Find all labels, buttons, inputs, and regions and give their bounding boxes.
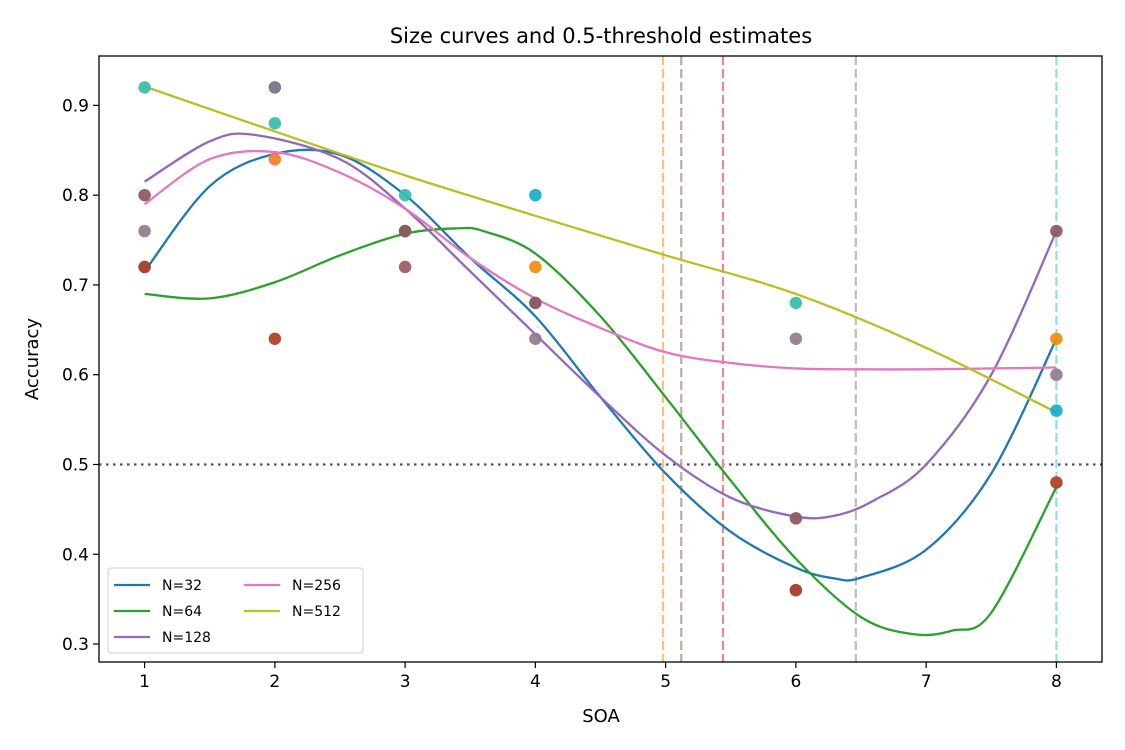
y-tick-label-0.9: 0.9 <box>62 96 89 116</box>
axes-frame <box>98 55 1103 663</box>
series-line-3 <box>143 132 1058 520</box>
x-axis-label: SOA <box>582 706 620 727</box>
chart-title: Size curves and 0.5-threshold estimates <box>390 24 812 48</box>
observed-point-3 <box>138 224 151 238</box>
x-tick-label-4: 4 <box>530 672 541 692</box>
x-tick-label-1: 1 <box>139 672 150 692</box>
observed-point-9 <box>398 188 412 202</box>
legend-box <box>107 567 364 654</box>
observed-point-24 <box>1050 476 1063 489</box>
x-tick-label-3: 3 <box>400 672 411 692</box>
observed-point-10 <box>398 224 412 238</box>
observed-point-4 <box>138 81 151 94</box>
observed-point-19 <box>789 583 803 597</box>
observed-point-8 <box>268 332 282 345</box>
legend: N=32 N=64 N=128 N=256 N=512 <box>107 567 364 654</box>
observed-point-1 <box>138 260 151 274</box>
plot-area: 1 2 3 4 5 6 7 8 0.3 0.4 0.5 0.6 0.7 0.8 0.9 N=32 N=64 N=1… <box>62 55 1103 692</box>
legend-label-3: N=128 <box>162 630 211 646</box>
observed-point-23 <box>1050 404 1063 417</box>
legend-label-5: N=512 <box>292 604 341 620</box>
y-tick-label-0.6: 0.6 <box>62 366 89 386</box>
observed-point-22 <box>1050 368 1063 381</box>
y-tick-label-0.7: 0.7 <box>62 276 89 296</box>
observed-point-20 <box>1050 224 1063 238</box>
series-line-2 <box>144 226 1058 637</box>
observed-point-21 <box>1050 332 1063 345</box>
legend-label-4: N=256 <box>292 578 341 594</box>
observed-point-13 <box>529 260 542 274</box>
y-tick-label-0.3: 0.3 <box>62 635 89 655</box>
legend-label-1: N=32 <box>162 578 202 594</box>
x-tick-label-8: 8 <box>1051 672 1062 692</box>
observed-point-6 <box>268 117 282 130</box>
observed-point-16 <box>789 296 803 310</box>
observed-point-11 <box>398 260 412 274</box>
y-axis-label: Accuracy <box>22 318 43 401</box>
x-tick-label-2: 2 <box>269 672 280 692</box>
observed-point-15 <box>529 332 542 345</box>
observed-point-5 <box>268 81 282 94</box>
observed-point-18 <box>789 512 803 525</box>
observed-point-17 <box>789 332 803 345</box>
observed-point-14 <box>529 296 542 310</box>
series-line-5 <box>144 85 1057 414</box>
y-tick-label-0.8: 0.8 <box>62 186 89 206</box>
observed-point-2 <box>138 188 151 202</box>
x-tick-label-7: 7 <box>921 672 932 692</box>
observed-point-7 <box>268 153 282 166</box>
y-tick-label-0.4: 0.4 <box>62 545 89 565</box>
series-line-4 <box>143 149 1057 371</box>
series-line-1 <box>143 148 1058 582</box>
x-tick-label-6: 6 <box>790 672 801 692</box>
legend-label-2: N=64 <box>162 604 202 620</box>
x-tick-label-5: 5 <box>660 672 671 692</box>
y-tick-label-0.5: 0.5 <box>62 455 89 475</box>
observed-point-12 <box>529 188 542 202</box>
